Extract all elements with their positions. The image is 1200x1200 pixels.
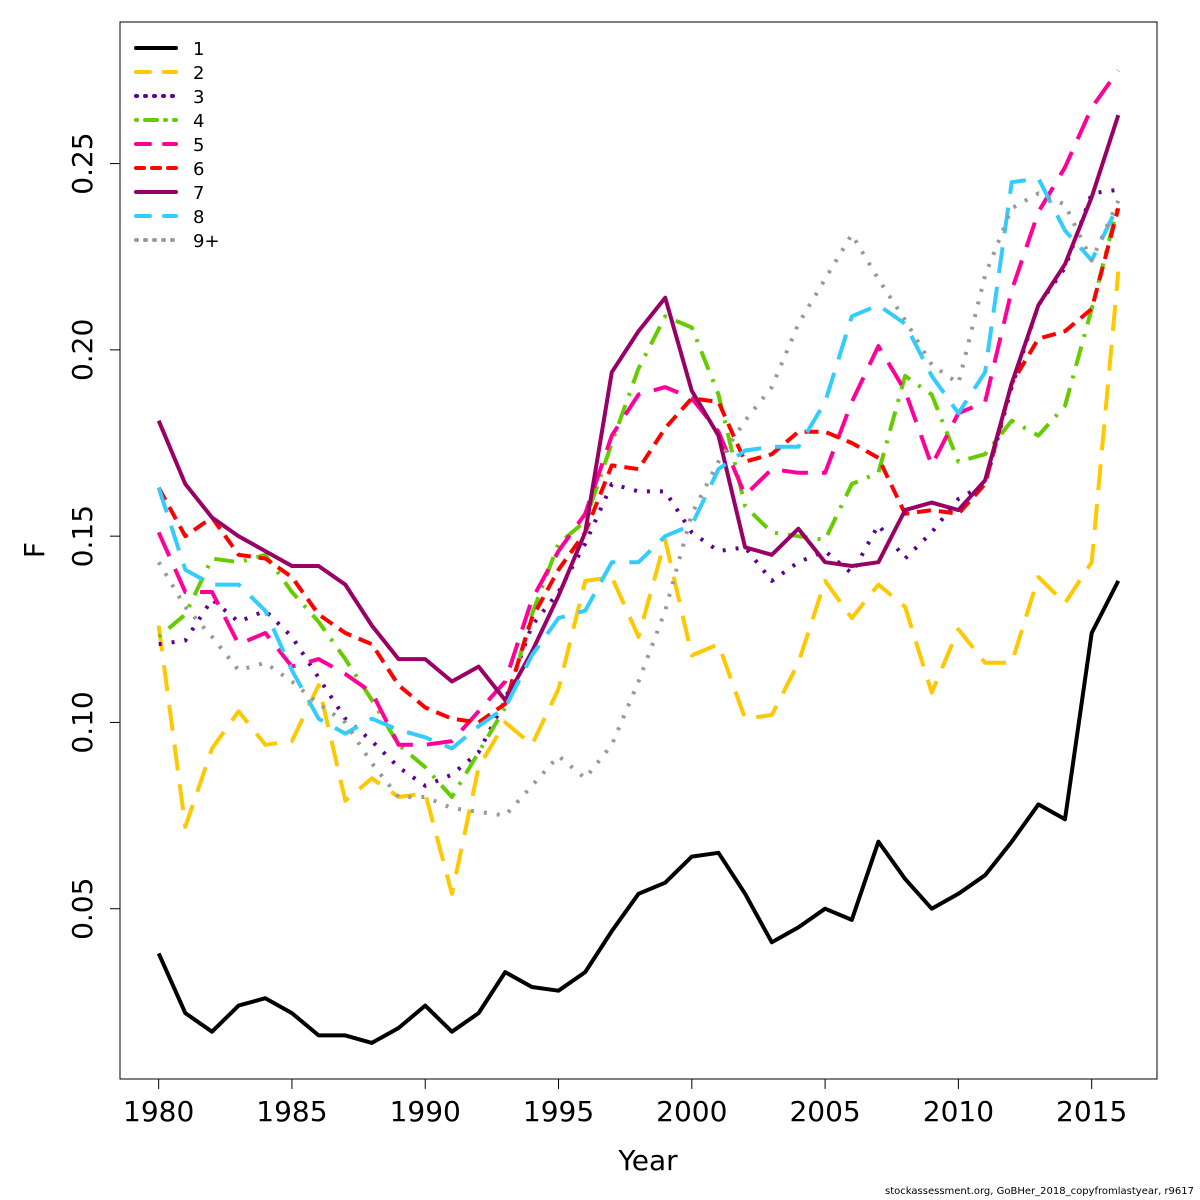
y-tick-label: 0.20 xyxy=(66,319,99,381)
x-tick-label: 1990 xyxy=(390,1095,461,1128)
y-axis-title: F xyxy=(18,542,51,558)
legend-label: 4 xyxy=(193,111,204,132)
series-line-4 xyxy=(157,204,1121,799)
x-tick-label: 2000 xyxy=(656,1095,727,1128)
series-line-7 xyxy=(156,114,1121,703)
y-axis: 0.05 0.10 0.15 0.20 0.25 xyxy=(66,132,121,940)
y-tick-label: 0.05 xyxy=(66,878,99,940)
series-line-8 xyxy=(156,176,1121,751)
legend-label: 1 xyxy=(193,39,204,60)
series-line-9plus xyxy=(156,191,1121,818)
y-tick-label: 0.25 xyxy=(66,132,99,194)
series-line-1 xyxy=(156,579,1121,1045)
legend-label: 2 xyxy=(193,63,204,84)
series-line-3 xyxy=(158,187,1119,788)
x-tick-label: 1980 xyxy=(123,1095,194,1128)
x-tick-label: 2010 xyxy=(923,1095,994,1128)
series-line-5 xyxy=(156,69,1120,747)
series-layer xyxy=(156,69,1121,1045)
legend-label: 9+ xyxy=(193,231,220,252)
legend-label: 3 xyxy=(193,87,204,108)
legend-label: 8 xyxy=(193,207,204,228)
legend-label: 7 xyxy=(193,183,204,204)
x-axis: 1980 1985 1990 1995 2000 2005 2010 2015 xyxy=(123,1078,1127,1128)
x-tick-label: 1995 xyxy=(523,1095,594,1128)
plot-frame xyxy=(119,21,1158,1080)
legend-label: 6 xyxy=(193,159,204,180)
x-tick-label: 2015 xyxy=(1056,1095,1127,1128)
series-line-2 xyxy=(156,271,1121,896)
legend: 1 2 3 4 5 6 7 8 9+ xyxy=(134,39,220,252)
x-axis-title: Year xyxy=(617,1144,678,1177)
legend-label: 5 xyxy=(193,135,204,156)
footer-credit: stockassessment.org, GoBHer_2018_copyfro… xyxy=(885,1186,1194,1197)
x-tick-label: 1985 xyxy=(256,1095,327,1128)
y-tick-label: 0.15 xyxy=(66,505,99,567)
y-tick-label: 0.10 xyxy=(66,691,99,753)
series-line-6 xyxy=(156,207,1121,725)
x-tick-label: 2005 xyxy=(789,1095,860,1128)
